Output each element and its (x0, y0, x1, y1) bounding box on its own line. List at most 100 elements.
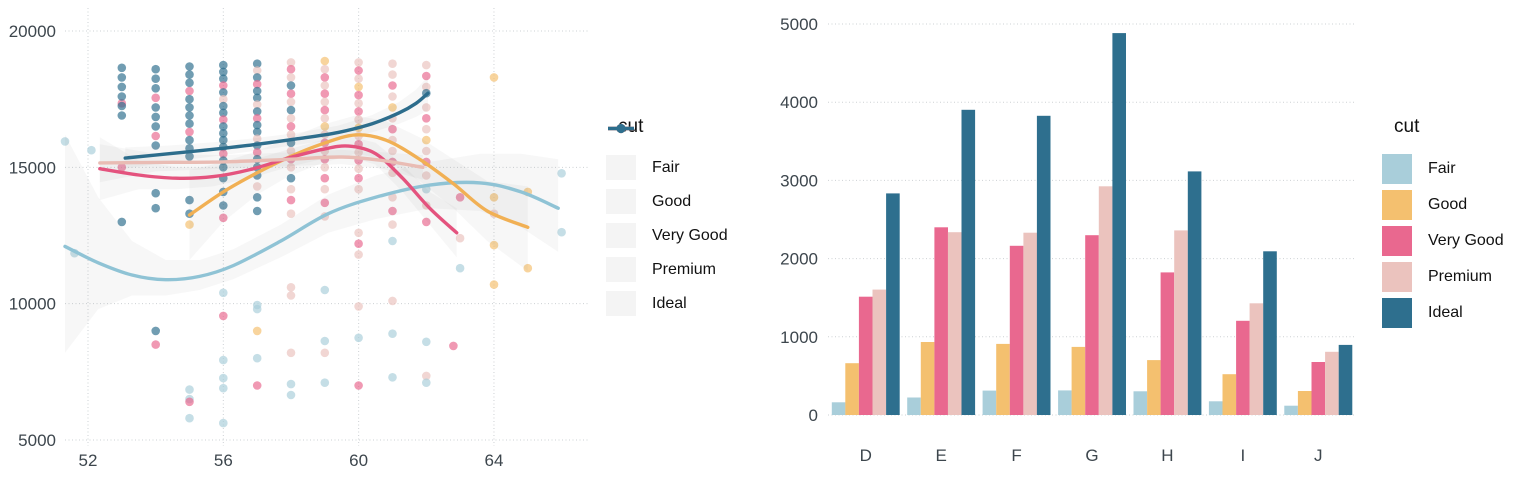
scatter-point (286, 89, 296, 98)
legend-key-fair (606, 123, 636, 180)
bar-legend-title: cut (1394, 116, 1420, 137)
x-axis-tick-label: F (1011, 446, 1021, 465)
scatter-point (320, 97, 330, 107)
legend-key-very-good (606, 123, 636, 248)
scatter-point (286, 348, 296, 358)
x-axis-tick-label: I (1240, 446, 1245, 465)
scatter-point (388, 220, 397, 229)
scatter-point (354, 302, 363, 311)
scatter-point (151, 326, 160, 336)
legend-item-very-good: Very Good (1382, 225, 1532, 256)
scatter-point (286, 81, 296, 90)
scatter-point (219, 60, 228, 70)
legend-swatch-very-good (1382, 225, 1412, 256)
x-axis-tick-label: 64 (484, 451, 503, 470)
scatter-point (185, 195, 194, 205)
scatter-point (151, 141, 160, 150)
scatter-point (320, 336, 330, 346)
bar-D-good (845, 363, 859, 415)
scatter-point (185, 220, 194, 229)
scatter-point (185, 397, 194, 407)
legend-label: Good (1428, 195, 1468, 213)
scatter-point (286, 114, 296, 123)
scatter-point (286, 173, 296, 183)
legend-label: Very Good (1428, 231, 1504, 249)
legend-key-premium (606, 123, 636, 282)
bar-E-good (920, 342, 935, 415)
bar-plot: 0 1000 2000 3000 4000 5000 D E F G H I J (780, 15, 1356, 465)
x-axis-tick-label: 52 (79, 451, 98, 470)
scatter-point (219, 88, 228, 97)
scatter-point (219, 311, 228, 321)
scatter-point (489, 240, 499, 250)
scatter-point (422, 71, 431, 81)
scatter-point (151, 122, 160, 131)
scatter-point (388, 92, 397, 101)
legend-label: Fair (1428, 159, 1456, 177)
scatter-point (286, 390, 296, 400)
bar-J-ideal (1338, 344, 1353, 415)
scatter-point (117, 63, 127, 73)
scatter-point (388, 70, 397, 79)
scatter-point (151, 93, 160, 103)
x-axis-tick-label: G (1085, 446, 1098, 465)
scatter-point (489, 193, 499, 202)
smooth-line (98, 155, 425, 169)
scatter-point (388, 146, 397, 156)
bar-G-ideal (1112, 33, 1126, 415)
scatter-point (388, 81, 397, 90)
scatter-point (219, 418, 228, 428)
bar-H-good (1147, 360, 1161, 415)
legend-item-good: Good (1382, 189, 1532, 220)
legend-key-ideal (606, 123, 636, 316)
confidence-band (65, 134, 559, 353)
scatter-point (151, 203, 160, 213)
scatter-point (320, 73, 330, 82)
scatter-point (252, 193, 262, 202)
y-axis-tick-label: 5000 (780, 15, 818, 34)
legend-item-premium: Premium (606, 123, 758, 282)
scatter-point (388, 59, 397, 68)
scatter-point (151, 131, 160, 141)
bar-J-very-good (1311, 362, 1326, 415)
scatter-point (320, 89, 330, 98)
scatter-point (354, 184, 363, 194)
x-axis-tick-label: J (1314, 446, 1323, 465)
scatter-point (388, 296, 397, 306)
scatter-point (286, 105, 296, 115)
scatter-point (286, 379, 296, 389)
bar-E-fair (907, 397, 921, 415)
legend-swatch-good (1382, 189, 1412, 220)
bar-F-ideal (1036, 115, 1051, 416)
scatter-point (185, 135, 194, 145)
scatter-point (185, 413, 194, 423)
scatter-point (354, 115, 363, 124)
scatter-point (455, 193, 465, 202)
scatter-point (286, 184, 296, 194)
scatter-point (489, 73, 499, 82)
scatter-point (422, 146, 431, 156)
scatter-point (117, 163, 127, 172)
scatter-point (185, 70, 194, 79)
bar-D-premium (872, 289, 887, 415)
legend-label: Good (652, 192, 692, 210)
scatter-point (151, 112, 160, 122)
scatter-point (320, 378, 330, 388)
legend-item-ideal: Ideal (606, 123, 758, 316)
smooth-line (63, 180, 560, 282)
scatter-point (388, 236, 397, 246)
legend-label: Premium (652, 260, 717, 278)
scatter-point (320, 64, 330, 74)
scatter-point (354, 228, 363, 238)
legend-swatch-premium (1382, 261, 1412, 292)
scatter-point (219, 129, 228, 138)
scatter-point (252, 182, 262, 191)
scatter-point (422, 135, 431, 145)
scatter-point (286, 130, 296, 139)
bar-F-fair (982, 390, 997, 415)
scatter-point (252, 381, 262, 390)
scatter-legend-title: cut (618, 116, 644, 137)
scatter-point (286, 73, 296, 82)
scatter-point (252, 114, 262, 123)
bar-G-premium (1098, 186, 1113, 415)
